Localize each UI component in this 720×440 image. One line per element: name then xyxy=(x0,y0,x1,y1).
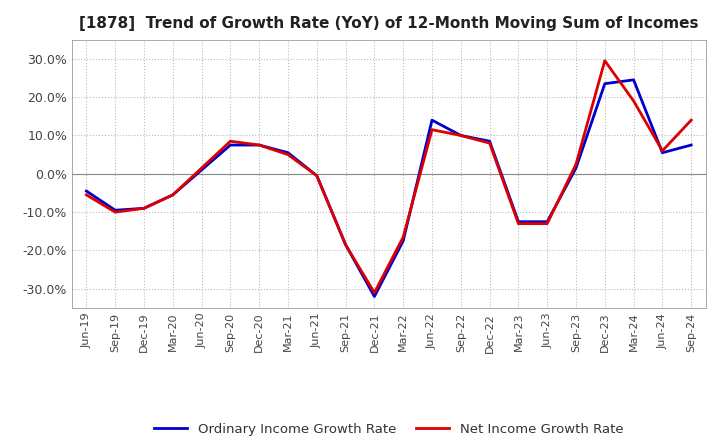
Net Income Growth Rate xyxy=(543,221,552,226)
Net Income Growth Rate xyxy=(255,143,264,148)
Title: [1878]  Trend of Growth Rate (YoY) of 12-Month Moving Sum of Incomes: [1878] Trend of Growth Rate (YoY) of 12-… xyxy=(79,16,698,32)
Ordinary Income Growth Rate xyxy=(485,139,494,144)
Ordinary Income Growth Rate xyxy=(255,143,264,148)
Net Income Growth Rate xyxy=(341,242,350,247)
Net Income Growth Rate xyxy=(687,117,696,123)
Net Income Growth Rate xyxy=(370,290,379,295)
Ordinary Income Growth Rate xyxy=(312,173,321,178)
Ordinary Income Growth Rate xyxy=(111,208,120,213)
Ordinary Income Growth Rate xyxy=(226,143,235,148)
Ordinary Income Growth Rate xyxy=(197,167,206,172)
Net Income Growth Rate xyxy=(428,127,436,132)
Ordinary Income Growth Rate xyxy=(284,150,292,155)
Net Income Growth Rate xyxy=(168,192,177,198)
Net Income Growth Rate xyxy=(111,209,120,215)
Net Income Growth Rate xyxy=(456,133,465,138)
Ordinary Income Growth Rate xyxy=(82,188,91,194)
Ordinary Income Growth Rate xyxy=(687,143,696,148)
Ordinary Income Growth Rate xyxy=(140,205,148,211)
Net Income Growth Rate xyxy=(82,192,91,198)
Line: Ordinary Income Growth Rate: Ordinary Income Growth Rate xyxy=(86,80,691,297)
Legend: Ordinary Income Growth Rate, Net Income Growth Rate: Ordinary Income Growth Rate, Net Income … xyxy=(149,418,629,440)
Ordinary Income Growth Rate xyxy=(572,165,580,171)
Net Income Growth Rate xyxy=(485,140,494,146)
Ordinary Income Growth Rate xyxy=(370,294,379,299)
Ordinary Income Growth Rate xyxy=(341,242,350,247)
Net Income Growth Rate xyxy=(284,152,292,157)
Net Income Growth Rate xyxy=(658,148,667,154)
Net Income Growth Rate xyxy=(197,165,206,171)
Ordinary Income Growth Rate xyxy=(456,133,465,138)
Ordinary Income Growth Rate xyxy=(543,219,552,224)
Net Income Growth Rate xyxy=(572,161,580,167)
Ordinary Income Growth Rate xyxy=(600,81,609,86)
Ordinary Income Growth Rate xyxy=(658,150,667,155)
Net Income Growth Rate xyxy=(140,205,148,211)
Net Income Growth Rate xyxy=(600,58,609,63)
Net Income Growth Rate xyxy=(514,221,523,226)
Ordinary Income Growth Rate xyxy=(629,77,638,82)
Ordinary Income Growth Rate xyxy=(428,117,436,123)
Net Income Growth Rate xyxy=(226,139,235,144)
Net Income Growth Rate xyxy=(312,173,321,178)
Net Income Growth Rate xyxy=(399,235,408,240)
Line: Net Income Growth Rate: Net Income Growth Rate xyxy=(86,61,691,293)
Ordinary Income Growth Rate xyxy=(168,192,177,198)
Ordinary Income Growth Rate xyxy=(399,238,408,244)
Ordinary Income Growth Rate xyxy=(514,219,523,224)
Net Income Growth Rate xyxy=(629,98,638,103)
